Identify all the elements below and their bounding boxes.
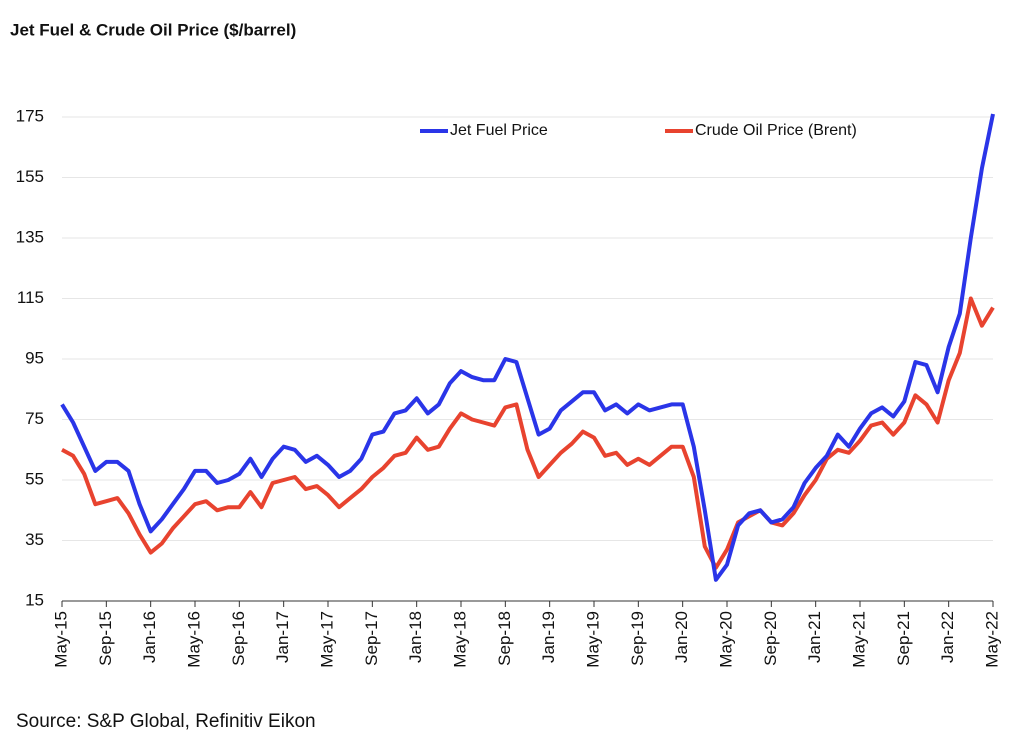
x-tick-label: Sep-18 <box>495 611 514 666</box>
x-tick-label: Jan-22 <box>938 611 957 663</box>
legend-label: Crude Oil Price (Brent) <box>695 122 857 139</box>
x-tick-label: May-16 <box>184 611 203 668</box>
x-tick-label: Jan-19 <box>539 611 558 663</box>
y-tick-label: 135 <box>16 227 44 246</box>
x-tick-label: Sep-15 <box>96 611 115 666</box>
x-tick-label: May-20 <box>716 611 735 668</box>
source-note: Source: S&P Global, Refinitiv Eikon <box>16 711 316 732</box>
y-tick-label: 15 <box>25 590 44 609</box>
y-tick-label: 55 <box>25 469 44 488</box>
x-tick-label: May-17 <box>317 611 336 668</box>
chart-title: Jet Fuel & Crude Oil Price ($/barrel) <box>10 20 296 39</box>
x-tick-label: Jan-18 <box>406 611 425 663</box>
x-tick-label: Sep-16 <box>229 611 248 666</box>
x-tick-label: May-22 <box>982 611 1001 668</box>
x-tick-label: Jan-21 <box>805 611 824 663</box>
y-tick-label: 155 <box>16 167 44 186</box>
x-tick-label: Jan-17 <box>273 611 292 663</box>
x-tick-label: Sep-19 <box>628 611 647 666</box>
y-tick-label: 75 <box>25 409 44 428</box>
x-tick-label: Jan-20 <box>672 611 691 663</box>
series-line <box>60 113 995 582</box>
x-tick-label: May-15 <box>51 611 70 668</box>
x-tick-label: Sep-20 <box>761 611 780 666</box>
series-line <box>61 296 995 570</box>
x-tick-label: Jan-16 <box>140 611 159 663</box>
y-tick-label: 175 <box>16 106 44 125</box>
x-tick-label: Sep-17 <box>362 611 381 666</box>
x-tick-label: May-19 <box>583 611 602 668</box>
y-tick-label: 115 <box>17 288 44 307</box>
x-tick-label: May-21 <box>849 611 868 668</box>
x-tick-label: May-18 <box>450 611 469 668</box>
y-tick-label: 35 <box>25 530 44 549</box>
y-tick-label: 95 <box>25 348 44 367</box>
legend-label: Jet Fuel Price <box>450 122 548 139</box>
x-tick-label: Sep-21 <box>894 611 913 666</box>
